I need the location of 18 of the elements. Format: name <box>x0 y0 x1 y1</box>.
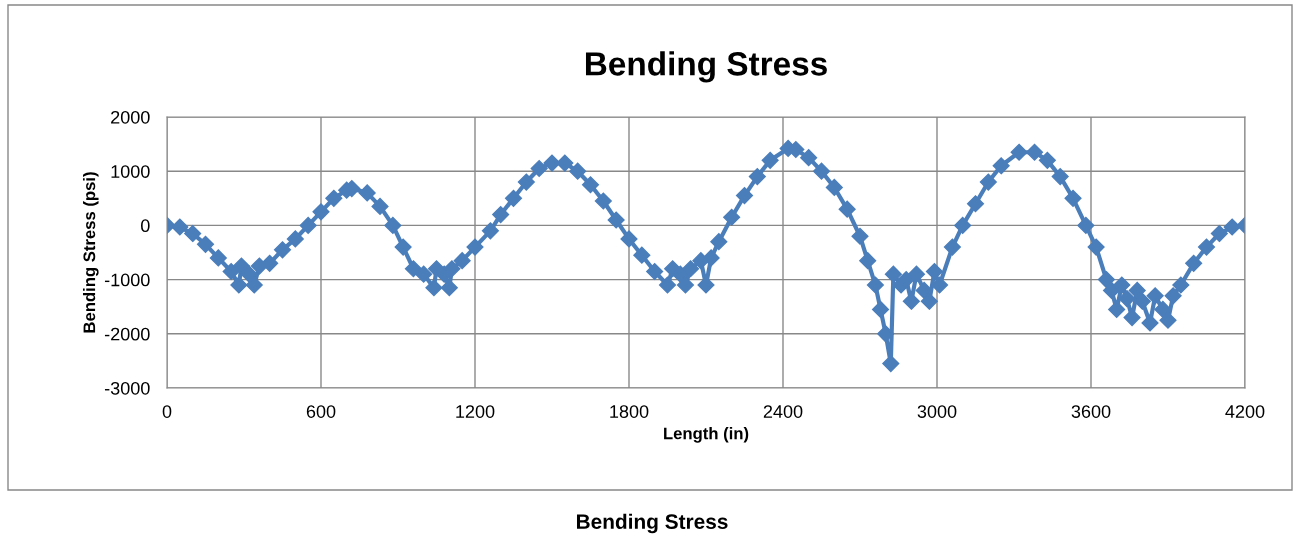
y-tick-label: -3000 <box>104 381 150 395</box>
y-tick-label: 0 <box>141 219 150 233</box>
x-tick-label: 1200 <box>456 405 495 418</box>
y-tick-label: -1000 <box>104 273 150 287</box>
x-tick-label: 2400 <box>763 405 803 418</box>
y-tick-label: -2000 <box>104 327 150 341</box>
text: Bending Stress <box>576 513 728 534</box>
x-tick-label: 3600 <box>1071 405 1111 418</box>
y-tick-label: 1000 <box>111 165 150 178</box>
x-tick-label: 0 <box>162 405 172 418</box>
x-axis-title: Length (in) <box>664 427 749 443</box>
x-tick-label: 1800 <box>610 405 649 418</box>
y-tick-label: 2000 <box>111 110 150 124</box>
x-tick-label: 600 <box>306 405 336 418</box>
chart-title: Bending Stress <box>585 51 827 83</box>
x-tick-label: 3000 <box>917 405 957 418</box>
x-tick-label: 4200 <box>1225 405 1265 418</box>
y-axis-title: Bending Stress (psi) <box>82 172 99 333</box>
